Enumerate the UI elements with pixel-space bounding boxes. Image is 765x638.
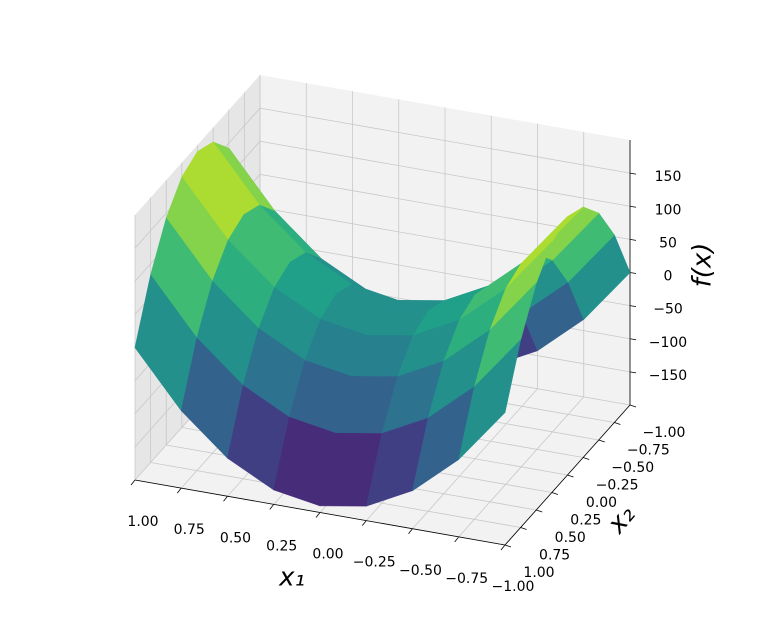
grid-line xyxy=(259,140,631,207)
x-tick-label: −1.00 xyxy=(492,579,535,595)
grid-line xyxy=(259,107,631,174)
z-tick-label: 50 xyxy=(659,235,677,251)
tick-mark xyxy=(223,496,228,502)
tick-mark xyxy=(629,371,637,374)
tick-mark xyxy=(361,520,367,526)
x-tick-label: 0.75 xyxy=(174,522,205,538)
x-tick-label: 1.00 xyxy=(127,514,158,530)
y-tick-label: 0.50 xyxy=(555,530,586,546)
y-tick-label: 0.00 xyxy=(586,495,617,511)
tick-mark xyxy=(130,479,136,486)
x-axis-line xyxy=(134,479,506,546)
z-tick-label: 100 xyxy=(655,202,682,218)
z-tick-label: −100 xyxy=(649,335,687,351)
tick-mark xyxy=(629,404,637,408)
tick-mark xyxy=(582,457,590,460)
x-tick-label: 0.25 xyxy=(266,538,297,554)
tick-mark xyxy=(629,338,637,341)
tick-mark xyxy=(567,474,574,478)
z-tick-label: 0 xyxy=(664,269,673,285)
tick-mark xyxy=(614,422,621,425)
y-tick-label: −0.50 xyxy=(611,460,654,476)
tick-mark xyxy=(454,536,460,543)
z-axis-label: f(x) xyxy=(688,243,718,288)
tick-mark xyxy=(598,439,605,443)
x-tick-label: 0.00 xyxy=(312,547,343,563)
tick-mark xyxy=(176,487,182,494)
y-tick-label: 1.00 xyxy=(523,565,554,581)
z-tick-label: −150 xyxy=(649,368,687,384)
tick-mark xyxy=(315,512,321,518)
tick-mark xyxy=(536,509,543,513)
tick-mark xyxy=(408,528,413,534)
z-tick-label: 150 xyxy=(655,169,682,185)
y-tick-label: 0.75 xyxy=(539,548,570,564)
surface-facet xyxy=(458,339,522,461)
tick-mark xyxy=(629,272,637,274)
tick-mark xyxy=(520,527,527,530)
tick-mark xyxy=(629,305,637,308)
tick-mark xyxy=(629,205,637,208)
x-tick-label: 0.50 xyxy=(220,530,251,546)
x-tick-label: −0.50 xyxy=(399,563,442,579)
tick-mark xyxy=(629,172,637,175)
tick-mark xyxy=(504,544,512,548)
x-tick-label: −0.25 xyxy=(353,555,396,571)
z-tick-label: −50 xyxy=(653,302,683,318)
y-tick-label: 0.25 xyxy=(570,513,601,529)
y-axis-line xyxy=(504,404,631,546)
x-axis-label: x₁ xyxy=(278,563,305,593)
y-tick-label: −0.75 xyxy=(627,443,670,459)
y-tick-label: −1.00 xyxy=(643,425,686,441)
y-tick-label: −0.25 xyxy=(596,478,639,494)
x-tick-label: −0.75 xyxy=(445,571,488,587)
tick-mark xyxy=(551,492,559,495)
tick-mark xyxy=(269,504,275,510)
tick-mark xyxy=(500,544,506,551)
tick-mark xyxy=(629,238,637,241)
